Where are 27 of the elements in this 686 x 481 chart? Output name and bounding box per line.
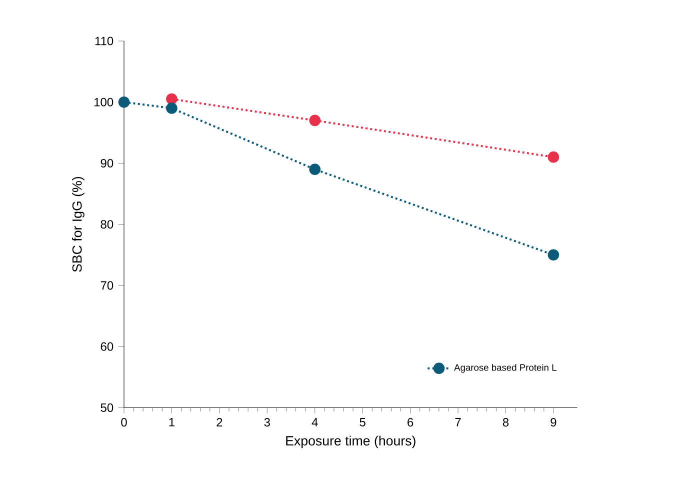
x-tick-label: 6 bbox=[408, 418, 414, 427]
y-tick-label: 110 bbox=[95, 36, 114, 46]
point bbox=[166, 93, 178, 105]
x-tick-label: 7 bbox=[455, 418, 461, 426]
x-tick-label: 5 bbox=[360, 418, 366, 426]
point bbox=[309, 114, 321, 126]
y-tick-label: 50 bbox=[100, 403, 114, 412]
x-tick-label: 4 bbox=[312, 418, 318, 426]
y-tick-label: 70 bbox=[100, 281, 114, 290]
x-tick-label: 1 bbox=[169, 418, 174, 426]
y-tick-label: 60 bbox=[100, 342, 114, 351]
point bbox=[548, 151, 560, 163]
legend-label: Agarose based Protein L bbox=[454, 364, 556, 373]
y-tick-label: 80 bbox=[100, 220, 114, 229]
x-tick-label: 9 bbox=[550, 418, 556, 427]
x-tick-label: 3 bbox=[264, 418, 270, 427]
point bbox=[548, 249, 560, 261]
x-tick-label: 0 bbox=[121, 418, 127, 427]
y-axis-title: SBC for IgG (%) bbox=[72, 177, 84, 272]
y-tick-label: 90 bbox=[100, 158, 114, 168]
point bbox=[309, 164, 321, 175]
x-axis-title: Exposure time (hours) bbox=[286, 436, 416, 448]
y-tick-label: 100 bbox=[94, 98, 114, 106]
point bbox=[118, 96, 130, 108]
point bbox=[166, 102, 178, 114]
x-tick-label: 8 bbox=[502, 418, 509, 427]
x-tick-label: 2 bbox=[216, 418, 222, 426]
